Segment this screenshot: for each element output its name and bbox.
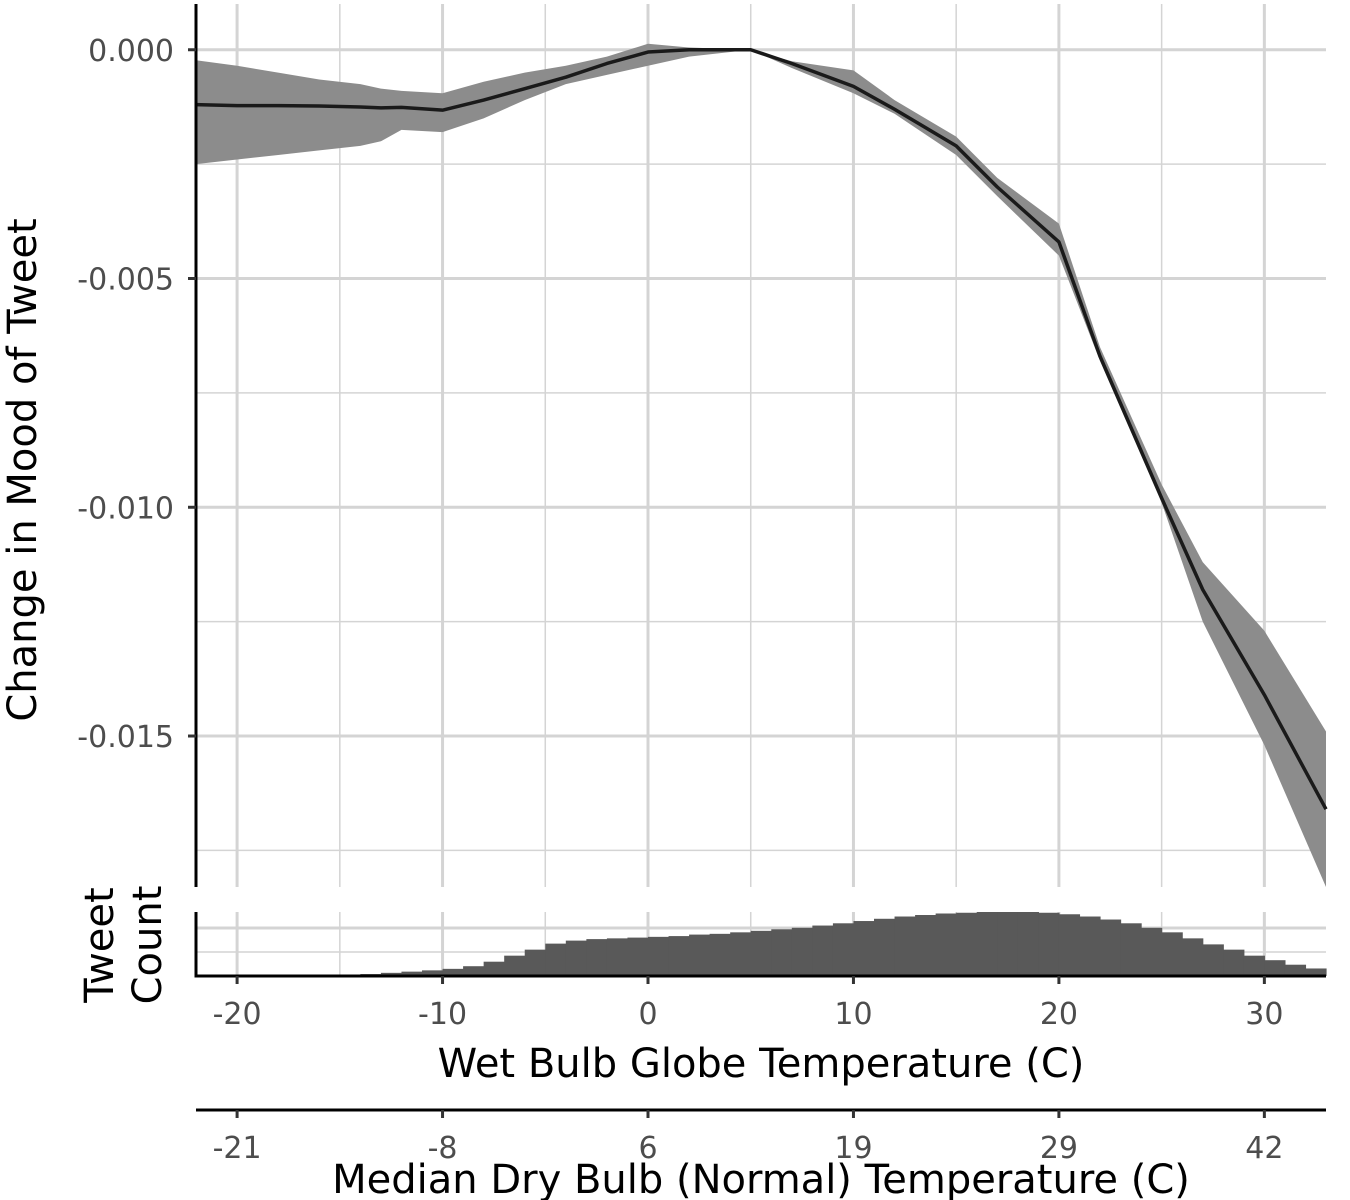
histogram-bar (524, 949, 546, 976)
histogram-bar (894, 916, 916, 976)
histogram-bar (791, 927, 813, 976)
histogram-label-line1: Tweet (77, 887, 123, 1003)
histogram-bar (648, 936, 670, 976)
x-tick-label: -10 (418, 997, 467, 1032)
histogram-bar (1017, 912, 1039, 976)
x2-tick-label: 19 (834, 1131, 872, 1166)
y-axis-title: Change in Mood of Tweet (0, 218, 46, 721)
histogram-bar (1202, 944, 1224, 976)
y-tick-label: -0.015 (77, 720, 174, 755)
confidence-ribbon-layer (196, 43, 1326, 887)
mood-line (195, 48, 1328, 811)
confidence-ribbon (196, 43, 1326, 887)
y-tick-label: -0.010 (77, 491, 174, 526)
tick-labels: 0.000 -0.005 -0.010 -0.015 -20 -10 0 10 20 30 -21 -… (77, 34, 1283, 1166)
x-tick-label: 30 (1245, 997, 1283, 1032)
histogram-bar (709, 933, 731, 976)
histogram-bar (997, 912, 1019, 976)
histogram-bar (380, 972, 403, 976)
x-tick-label: 0 (638, 997, 657, 1032)
histogram-bar (915, 915, 937, 976)
histogram-label-line2: Count (125, 886, 171, 1005)
histogram-bar (463, 966, 485, 976)
histogram-bar (771, 929, 793, 976)
histogram-bar (1223, 949, 1245, 976)
histogram-bar (956, 912, 978, 976)
histogram-bars (278, 912, 1327, 976)
histogram-bar (606, 938, 629, 976)
histogram-bar (1182, 938, 1204, 976)
histogram-bar (750, 930, 772, 976)
x-tick-label: -20 (213, 997, 262, 1032)
histogram-bar (832, 923, 855, 976)
histogram-bar (1038, 912, 1060, 976)
histogram-bar (401, 971, 423, 976)
histogram-bar (1243, 955, 1265, 976)
histogram-bar (976, 912, 998, 976)
histogram-bar (730, 932, 752, 976)
histogram-bar (545, 943, 567, 976)
histogram-bar (1079, 916, 1101, 976)
histogram-bar (504, 955, 526, 976)
histogram-bar (1264, 960, 1286, 976)
histogram-bar (689, 934, 711, 976)
histogram-bar (1058, 914, 1081, 976)
histogram-bar (935, 913, 957, 976)
histogram-bar (1305, 968, 1327, 976)
x2-tick-label: -21 (213, 1131, 262, 1166)
main-grid (196, 4, 1326, 887)
x2-tick-label: 6 (638, 1131, 657, 1166)
histogram-bar (1100, 919, 1122, 976)
x2-tick-label: 42 (1245, 1131, 1283, 1166)
mood-line-layer (195, 48, 1328, 811)
histogram-bar (874, 918, 896, 976)
histogram-bar (422, 970, 444, 976)
y-tick-label: 0.000 (88, 34, 174, 69)
histogram-bar (586, 939, 608, 976)
axes (188, 4, 1326, 1118)
x2-axis-title: Median Dry Bulb (Normal) Temperature (C) (332, 1157, 1190, 1200)
x-tick-label: 20 (1040, 997, 1078, 1032)
histogram-bar (668, 936, 690, 976)
histogram-bar (483, 961, 505, 976)
histogram-bar (1161, 932, 1183, 976)
histogram-bar (853, 921, 875, 976)
histogram-bar (627, 937, 649, 976)
x-axis-title: Wet Bulb Globe Temperature (C) (438, 1041, 1085, 1087)
histogram-bar (812, 925, 834, 976)
x2-tick-label: 29 (1040, 1131, 1078, 1166)
histogram-bar (565, 940, 587, 976)
y-tick-label: -0.005 (77, 263, 174, 298)
histogram-bar (442, 968, 464, 976)
histogram-bar (1120, 923, 1142, 976)
x-tick-label: 10 (834, 997, 872, 1032)
x2-tick-label: -8 (428, 1131, 458, 1166)
histogram-bar (1141, 927, 1163, 976)
histogram-bar (1284, 964, 1307, 976)
